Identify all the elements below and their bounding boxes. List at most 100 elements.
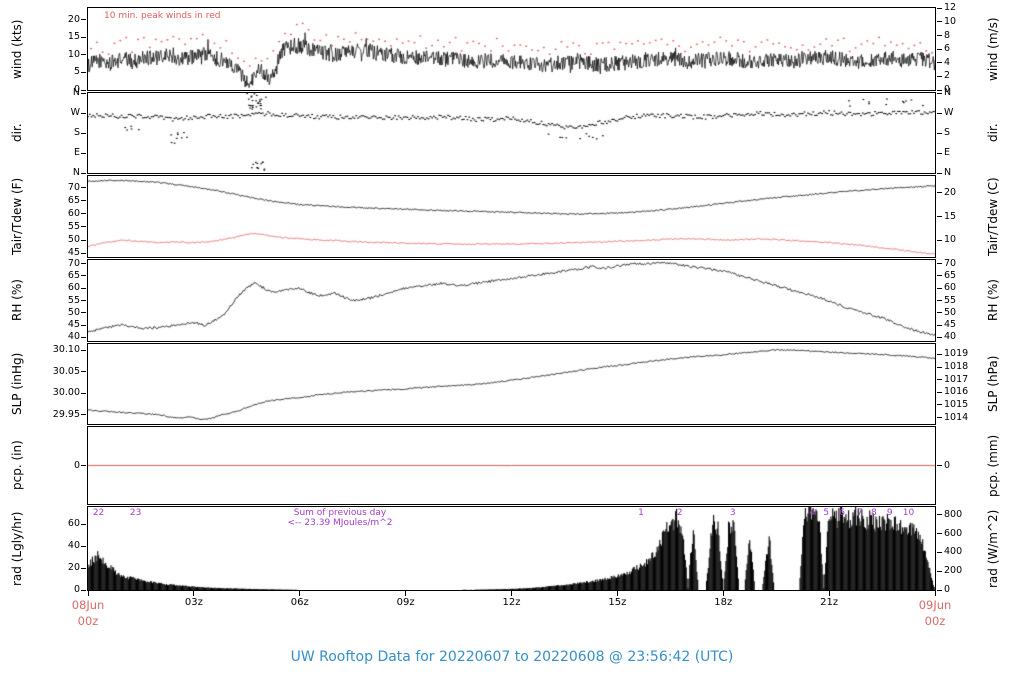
y-tick-mark <box>81 152 86 154</box>
y-tick-label: N <box>72 87 80 98</box>
y-tick-label: 0 <box>944 459 951 471</box>
y-tick-label: 30.00 <box>52 387 80 399</box>
y-tick-mark <box>937 417 942 419</box>
y-tick-mark <box>81 312 86 314</box>
rad-hour-mark: 5 <box>823 508 830 518</box>
wind-left-axis-label: wind (kts) <box>10 19 24 79</box>
y-tick-mark <box>81 392 86 394</box>
x-tick-mark <box>616 591 618 596</box>
y-tick-mark <box>937 533 942 535</box>
x-tick-mark <box>722 591 724 596</box>
y-tick-mark <box>937 300 942 301</box>
y-tick-mark <box>81 226 86 228</box>
y-tick-label: 4 <box>944 56 951 68</box>
rad-left-axis-label: rad (Lgly/hr) <box>10 511 24 586</box>
y-tick-mark <box>937 391 942 393</box>
y-tick-mark <box>937 132 942 134</box>
y-tick-label: 10 <box>944 15 957 27</box>
y-tick-mark <box>81 187 86 189</box>
y-tick-mark <box>81 465 86 466</box>
y-tick-label: 20 <box>67 13 80 25</box>
x-end-label: 09Jun 00z <box>900 597 970 629</box>
y-tick-mark <box>81 213 86 215</box>
y-tick-mark <box>81 324 86 326</box>
y-tick-label: 65 <box>944 269 957 281</box>
y-tick-label: 1015 <box>944 398 969 410</box>
y-tick-mark <box>81 263 86 265</box>
y-tick-mark <box>937 263 942 265</box>
y-tick-label: 50 <box>67 234 80 246</box>
y-tick-label: 0 <box>73 459 80 471</box>
rad-canvas <box>88 507 935 590</box>
rad-hour-mark: 3 <box>729 508 736 518</box>
tair-canvas <box>88 176 935 257</box>
panel-wind <box>87 7 936 91</box>
y-tick-mark <box>81 414 86 416</box>
rad-hour-mark: 23 <box>129 508 142 518</box>
y-tick-mark <box>937 514 942 516</box>
panel-slp <box>87 343 936 425</box>
x-end-time: 00z <box>924 614 946 628</box>
y-tick-mark <box>937 92 942 94</box>
pcp-left-axis-label: pcp. (in) <box>10 440 24 491</box>
y-tick-mark <box>81 371 86 373</box>
y-tick-label: 10 <box>67 48 80 60</box>
y-tick-label: 0 <box>73 584 80 595</box>
y-tick-label: 1019 <box>944 348 969 360</box>
y-tick-mark <box>81 36 86 38</box>
x-tick-label: 09z <box>396 597 415 608</box>
y-tick-mark <box>937 21 942 23</box>
x-start-time: 00z <box>77 614 99 628</box>
y-tick-mark <box>937 336 942 338</box>
x-tick-label: 15z <box>608 597 627 608</box>
rad-sum-note-line2: <-- 23.39 MJoules/m^2 <box>287 518 393 528</box>
y-tick-mark <box>937 62 942 64</box>
x-tick-mark <box>934 591 936 596</box>
panel-rad <box>87 506 936 591</box>
y-tick-mark <box>81 545 86 547</box>
y-tick-mark <box>81 54 86 56</box>
x-tick-label: 03z <box>184 597 203 608</box>
rad-hour-mark: 9 <box>886 508 893 518</box>
y-tick-label: 600 <box>944 527 963 539</box>
panel-dir <box>87 92 936 174</box>
y-tick-label: 30.10 <box>52 344 80 356</box>
y-tick-mark <box>81 349 86 351</box>
y-tick-mark <box>81 89 86 91</box>
y-tick-label: 60 <box>944 282 957 294</box>
rad-hour-mark: 10 <box>902 508 915 518</box>
x-tick-mark <box>193 591 195 596</box>
y-tick-label: N <box>72 167 80 178</box>
rh-left-axis-label: RH (%) <box>10 279 24 322</box>
y-tick-label: 70 <box>67 257 80 269</box>
y-tick-mark <box>937 75 942 77</box>
y-tick-label: 20 <box>944 186 957 198</box>
y-tick-label: N <box>944 167 952 178</box>
x-start-label: 08Jun 00z <box>53 597 123 629</box>
wind-canvas <box>88 8 935 90</box>
y-tick-mark <box>937 112 942 114</box>
y-tick-label: 45 <box>944 319 957 331</box>
panel-tair <box>87 175 936 258</box>
y-tick-mark <box>81 589 86 591</box>
y-tick-mark <box>937 7 942 9</box>
x-tick-label: 12z <box>502 597 521 608</box>
rh-canvas <box>88 260 935 341</box>
y-tick-label: 12 <box>944 2 957 14</box>
y-tick-label: E <box>944 147 951 158</box>
y-tick-mark <box>937 89 942 91</box>
y-tick-mark <box>937 589 942 591</box>
y-tick-label: 1014 <box>944 411 969 423</box>
y-tick-label: E <box>73 147 80 158</box>
x-tick-mark <box>511 591 512 596</box>
y-tick-label: 55 <box>944 294 957 306</box>
y-tick-label: W <box>70 107 80 118</box>
x-tick-label: 21z <box>820 597 839 608</box>
tair-left-axis-label: Tair/Tdew (F) <box>10 177 24 256</box>
dir-left-axis-label: dir. <box>10 123 24 143</box>
x-tick-label: 18z <box>714 597 733 608</box>
y-tick-label: N <box>944 87 952 98</box>
y-tick-label: 60 <box>67 207 80 219</box>
slp-left-axis-label: SLP (inHg) <box>10 352 24 416</box>
